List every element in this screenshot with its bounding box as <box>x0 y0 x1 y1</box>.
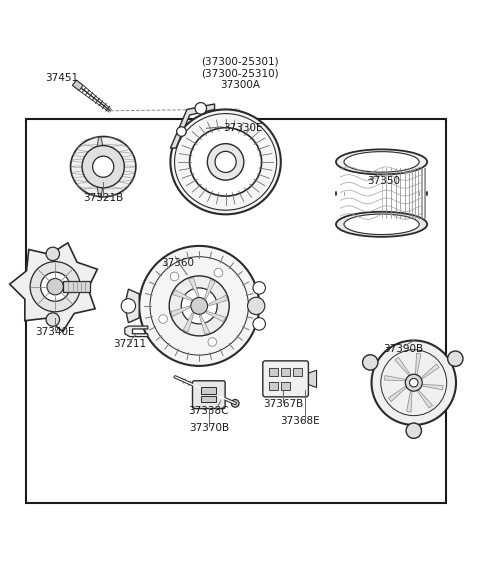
Circle shape <box>30 262 80 312</box>
Text: 37321B: 37321B <box>83 193 123 203</box>
Circle shape <box>46 313 60 326</box>
Polygon shape <box>170 104 215 148</box>
Circle shape <box>253 318 265 330</box>
Polygon shape <box>173 290 192 300</box>
Polygon shape <box>421 384 443 390</box>
Circle shape <box>177 127 186 136</box>
Circle shape <box>409 378 418 387</box>
Polygon shape <box>10 243 97 332</box>
Circle shape <box>372 340 456 425</box>
Circle shape <box>169 276 229 336</box>
Polygon shape <box>199 315 210 334</box>
Polygon shape <box>126 289 139 323</box>
Bar <box>281 368 290 375</box>
Circle shape <box>191 297 207 314</box>
Bar <box>201 396 216 402</box>
Polygon shape <box>407 391 412 412</box>
Text: 37330E: 37330E <box>223 123 263 134</box>
Polygon shape <box>416 353 421 375</box>
Circle shape <box>406 423 421 438</box>
Polygon shape <box>388 386 407 402</box>
Polygon shape <box>306 370 317 388</box>
Polygon shape <box>204 279 215 299</box>
Text: 37367B: 37367B <box>263 399 303 409</box>
Polygon shape <box>125 326 148 336</box>
Circle shape <box>139 246 259 366</box>
Ellipse shape <box>170 110 281 215</box>
Circle shape <box>208 338 216 346</box>
Polygon shape <box>189 278 199 296</box>
Ellipse shape <box>71 136 136 197</box>
Text: 37390B: 37390B <box>383 344 423 354</box>
Text: (37300-25301)
(37300-25310)
37300A: (37300-25301) (37300-25310) 37300A <box>201 57 279 90</box>
Text: 37451: 37451 <box>46 73 79 83</box>
Polygon shape <box>209 295 228 306</box>
Circle shape <box>41 272 70 301</box>
Bar <box>269 368 278 375</box>
Text: 37368E: 37368E <box>280 416 320 426</box>
Circle shape <box>231 399 239 407</box>
Ellipse shape <box>190 128 262 196</box>
Ellipse shape <box>344 152 419 172</box>
Circle shape <box>253 282 265 294</box>
Ellipse shape <box>96 136 104 197</box>
Polygon shape <box>171 306 190 317</box>
Circle shape <box>214 268 223 277</box>
Bar <box>281 382 290 390</box>
Circle shape <box>195 103 206 114</box>
Circle shape <box>248 297 265 315</box>
Circle shape <box>93 156 114 177</box>
Circle shape <box>47 279 63 295</box>
Text: 37340E: 37340E <box>36 327 75 338</box>
Circle shape <box>448 351 463 366</box>
Polygon shape <box>384 375 406 381</box>
Text: 37360: 37360 <box>161 258 194 268</box>
Text: 37211: 37211 <box>113 339 146 349</box>
Ellipse shape <box>344 214 419 234</box>
Text: 37338C: 37338C <box>189 406 229 416</box>
Circle shape <box>405 374 422 391</box>
Polygon shape <box>183 312 194 332</box>
Text: 37370B: 37370B <box>189 423 229 433</box>
Bar <box>293 368 302 375</box>
Bar <box>201 387 216 394</box>
Bar <box>269 382 278 390</box>
Circle shape <box>181 288 217 324</box>
Circle shape <box>82 146 124 188</box>
Polygon shape <box>206 311 226 322</box>
Polygon shape <box>63 281 90 293</box>
FancyBboxPatch shape <box>192 381 225 409</box>
Text: 37350: 37350 <box>367 176 400 186</box>
Circle shape <box>215 152 236 173</box>
Polygon shape <box>421 364 439 380</box>
Polygon shape <box>395 357 410 375</box>
Bar <box>26 119 446 503</box>
Circle shape <box>207 143 244 180</box>
Polygon shape <box>417 390 432 408</box>
Circle shape <box>46 247 60 261</box>
Circle shape <box>362 354 378 370</box>
Circle shape <box>170 272 179 281</box>
Ellipse shape <box>336 212 427 237</box>
Polygon shape <box>72 80 83 91</box>
Circle shape <box>121 298 135 313</box>
Ellipse shape <box>336 149 427 174</box>
Circle shape <box>159 315 168 324</box>
FancyBboxPatch shape <box>263 361 308 397</box>
